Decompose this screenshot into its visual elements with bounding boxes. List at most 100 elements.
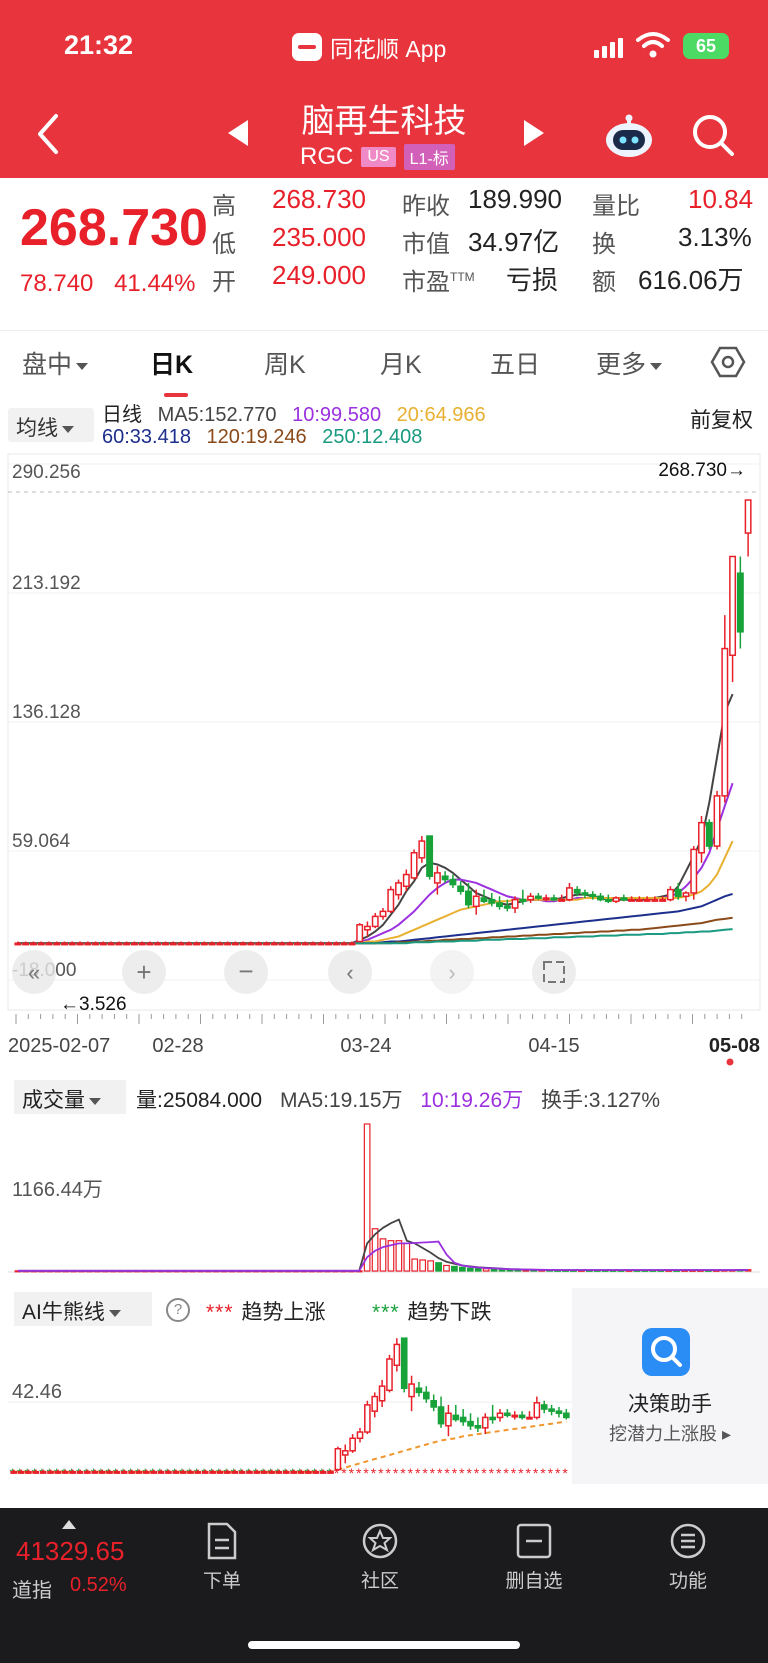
trend-star-mark: * [467, 1465, 473, 1480]
ai-candle [98, 1470, 106, 1474]
nav-remove-watchlist[interactable]: 删自选 [484, 1522, 584, 1593]
volume-chart[interactable]: 1166.44万 [0, 1116, 768, 1274]
ai-candle [378, 1385, 386, 1402]
volume-bar [474, 1267, 482, 1272]
community-star-icon [362, 1523, 398, 1559]
chevron-down-icon [108, 1309, 121, 1317]
kline-chart[interactable]: 268.730→ ←3.526 290.256 213.192 136.128 59.… [0, 452, 768, 1012]
menu-circle-icon [670, 1523, 706, 1559]
trend-star-mark: * [437, 1465, 443, 1480]
ai-candle [32, 1470, 40, 1474]
decision-assistant-card[interactable]: 决策助手 挖潜力上涨股 ▸ [572, 1288, 768, 1484]
candle [301, 942, 309, 946]
fullscreen-icon[interactable] [532, 950, 576, 994]
trend-star-mark: * [511, 1465, 517, 1480]
ma60-value: 60:33.418 [102, 426, 191, 448]
candle [255, 942, 263, 946]
trend-star-mark: * [474, 1465, 480, 1480]
scroll-right-icon[interactable] [430, 950, 474, 994]
trend-star-mark: * [503, 1465, 509, 1480]
home-indicator[interactable] [248, 1641, 520, 1649]
current-day-dot [726, 1058, 734, 1066]
adjust-mode-button[interactable]: 前复权 [690, 409, 753, 432]
candle [84, 942, 92, 946]
tab-more[interactable]: 更多 [596, 345, 663, 381]
candle [635, 898, 643, 902]
tab-monthly-k[interactable]: 月K [380, 351, 422, 379]
status-app-indicator[interactable]: 同花顺 App [292, 30, 446, 64]
search-icon[interactable] [690, 112, 736, 158]
ai-candle [76, 1470, 84, 1474]
settings-hexagon-icon[interactable] [710, 344, 746, 380]
ai-candle [253, 1470, 261, 1474]
ai-candle [356, 1431, 364, 1440]
svg-text:+: + [136, 957, 151, 987]
assistant-title: 决策助手 [628, 1393, 712, 1416]
candle [729, 555, 737, 657]
trend-star-mark: * [430, 1465, 436, 1480]
indicator-selector[interactable]: 均线 [8, 408, 94, 442]
ai-indicator-selector[interactable]: AI牛熊线 [14, 1292, 152, 1326]
ai-candle [142, 1470, 150, 1474]
candle [340, 942, 348, 946]
trend-star-mark: * [452, 1465, 458, 1480]
ai-bull-bear-chart[interactable]: 42.46 **********************************… [0, 1330, 572, 1480]
candle [418, 840, 426, 859]
ai-candle [408, 1383, 415, 1398]
ai-trend-line [13, 1420, 567, 1473]
ai-candle [511, 1414, 519, 1418]
ai-candle [194, 1470, 202, 1474]
rewind-icon[interactable] [12, 950, 56, 994]
nav-functions[interactable]: 功能 [638, 1522, 738, 1593]
ai-candle [275, 1470, 283, 1474]
ai-candle [518, 1414, 526, 1419]
volume-ma10-line [18, 1240, 749, 1272]
tab-intraday[interactable]: 盘中 [22, 345, 89, 381]
nav-community[interactable]: 社区 [330, 1522, 430, 1593]
trend-star-mark: * [459, 1465, 465, 1480]
minus-square-icon [516, 1523, 552, 1559]
ai-candle [437, 1406, 445, 1425]
ai-candle [312, 1470, 320, 1474]
candle [185, 942, 193, 946]
prev-stock-button[interactable] [224, 118, 252, 148]
help-icon[interactable]: ? [166, 1298, 190, 1322]
nav-order[interactable]: 下单 [172, 1522, 272, 1593]
ai-candle [209, 1470, 216, 1474]
ma5-value: MA5:152.770 [157, 404, 277, 426]
document-icon [207, 1522, 237, 1560]
zoom-out-icon[interactable] [224, 950, 268, 994]
x-tick-label: 03-24 [340, 1035, 391, 1057]
trend-star-mark: * [548, 1465, 554, 1480]
ai-candle [467, 1420, 474, 1427]
tab-five-day[interactable]: 五日 [490, 351, 541, 379]
ai-candle [128, 1470, 135, 1474]
amount-label: 额 [592, 269, 616, 296]
candle [402, 873, 410, 888]
candle [138, 942, 146, 946]
candle [224, 942, 232, 946]
candle [690, 848, 698, 894]
candle [123, 942, 131, 946]
volume-selector[interactable]: 成交量 [14, 1080, 126, 1114]
x-tick-label: 2025-02-07 [8, 1035, 110, 1057]
next-stock-button[interactable] [520, 118, 548, 148]
candle [643, 898, 651, 902]
candle [309, 942, 317, 946]
index-value[interactable]: 41329.65 [16, 1536, 125, 1566]
trend-star-mark: * [415, 1465, 421, 1480]
candle [581, 892, 589, 896]
trend-star-mark: * [349, 1465, 355, 1480]
market-cap-value: 34.97亿 [468, 227, 560, 257]
candle [115, 942, 123, 946]
robot-assistant-icon[interactable] [604, 114, 654, 158]
scroll-left-icon[interactable] [328, 950, 372, 994]
ai-candle [533, 1402, 541, 1419]
back-button[interactable] [30, 110, 66, 158]
tab-daily-k[interactable]: 日K [150, 345, 193, 397]
candle [332, 942, 340, 946]
tab-weekly-k[interactable]: 周K [264, 351, 306, 379]
zoom-in-icon[interactable] [122, 950, 166, 994]
candle [216, 942, 224, 946]
ai-candle [10, 1470, 18, 1474]
